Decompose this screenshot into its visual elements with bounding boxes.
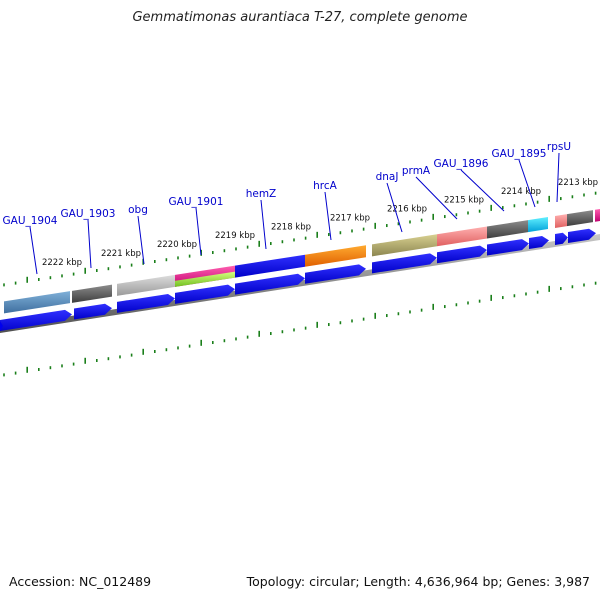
feature-dnaj: [372, 234, 437, 257]
gene-arrow: [487, 239, 529, 256]
kbp-label: 2213 kbp: [558, 178, 598, 188]
gene-label-gau-1904[interactable]: GAU_1904: [3, 215, 58, 227]
gene-arrow: [372, 253, 437, 274]
kbp-label: 2214 kbp: [501, 187, 541, 197]
kbp-label: 2217 kbp: [330, 213, 370, 223]
gene-label-obg[interactable]: obg: [128, 204, 148, 216]
feature-edge: [595, 209, 600, 222]
gene-arrow: [117, 293, 175, 313]
gene-leader-line: [415, 176, 458, 220]
feature-small: [555, 214, 567, 228]
position-ticks-outer: [3, 191, 597, 287]
position-ticks-inner: [3, 281, 597, 377]
feature-obg: [117, 274, 175, 296]
gene-arrow: [305, 264, 366, 284]
feature-band: [4, 209, 600, 314]
gene-arrow: [529, 235, 549, 250]
map-title: Gemmatimonas aurantiaca T-27, complete g…: [132, 10, 468, 25]
gene-label-hrca[interactable]: hrcA: [313, 180, 338, 192]
feature-gau-1901-sub: [175, 271, 235, 287]
gene-leader-line: [556, 152, 560, 203]
gene-leader-line: [260, 199, 267, 250]
gene-arrow: [74, 303, 112, 320]
topology-summary: Topology: circular; Length: 4,636,964 bp…: [246, 574, 590, 589]
feature-rpsu: [567, 210, 593, 227]
feature-gau-1895: [528, 217, 548, 233]
gene-leader-line: [324, 191, 332, 241]
gene-label-gau-1895[interactable]: GAU_1895: [492, 148, 547, 160]
gene-arrow: [235, 273, 305, 295]
feature-prma: [437, 226, 487, 247]
gene-leader-line: [386, 182, 403, 233]
gene-arrow: [437, 245, 487, 264]
gene-leader-line: [460, 169, 505, 212]
gene-arrow: [0, 321, 3, 331]
kbp-label: 2215 kbp: [444, 196, 484, 206]
gene-label-rpsu[interactable]: rpsU: [547, 141, 571, 153]
gene-label-gau-1903[interactable]: GAU_1903: [61, 208, 116, 220]
feature-gau-1903: [72, 284, 112, 303]
gene-arrows: [0, 228, 596, 331]
gene-arrow: [568, 228, 596, 243]
gene-leader-line: [518, 159, 536, 208]
kbp-label: 2216 kbp: [387, 205, 427, 215]
kbp-label: 2221 kbp: [101, 249, 141, 259]
gene-label-gau-1896[interactable]: GAU_1896: [434, 158, 489, 170]
feature-gau-1904: [4, 291, 70, 314]
gene-leader-line: [137, 215, 145, 265]
kbp-label: 2218 kbp: [271, 223, 311, 233]
gene-arrow: [555, 232, 568, 245]
feature-hemz: [235, 254, 305, 278]
feature-hrca: [305, 245, 366, 267]
gene-arrow: [175, 284, 235, 304]
kbp-label: 2219 kbp: [215, 231, 255, 241]
gene-label-hemz[interactable]: hemZ: [246, 188, 277, 200]
kbp-labels: 2222 kbp 2221 kbp 2220 kbp 2219 kbp 2218 kbp…: [42, 178, 598, 268]
kbp-label: 2220 kbp: [157, 240, 197, 250]
gene-leader-line: [195, 207, 202, 256]
feature-gau-1896: [487, 220, 528, 239]
gene-label-dnaj[interactable]: dnaJ: [376, 171, 399, 183]
gene-leader-line: [29, 226, 38, 275]
accession-text: Accession: NC_012489: [9, 574, 152, 589]
gene-label-gau-1901[interactable]: GAU_1901: [169, 196, 224, 208]
gene-arrow: [0, 309, 72, 331]
kbp-label: 2222 kbp: [42, 258, 82, 268]
gene-label-prma[interactable]: prmA: [402, 165, 431, 177]
gene-leader-line: [87, 219, 92, 269]
